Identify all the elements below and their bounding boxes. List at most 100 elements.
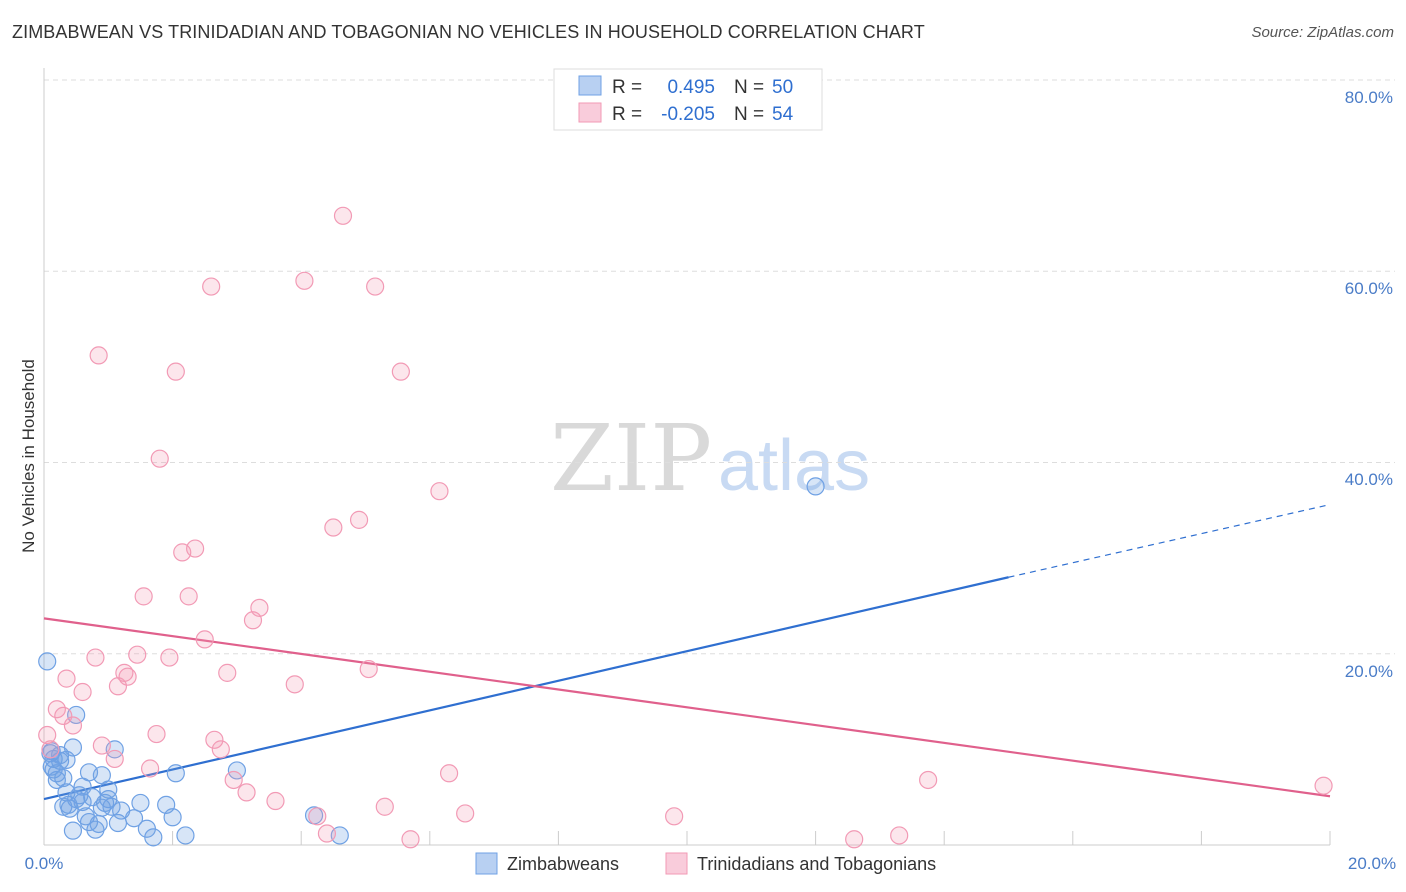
point-trinidadians — [401, 830, 420, 849]
x-axis-ticks — [43, 831, 1331, 845]
point-zimbabweans — [67, 705, 86, 725]
point-trinidadians — [202, 277, 221, 296]
point-trinidadians — [237, 783, 256, 802]
point-trinidadians — [919, 770, 938, 790]
point-trinidadians — [211, 740, 230, 759]
trend-line-trinidadians — [43, 617, 1331, 798]
trend-line-zimbabweans — [43, 576, 1009, 801]
point-trinidadians — [63, 716, 83, 735]
point-trinidadians — [105, 749, 124, 769]
point-zimbabweans — [89, 814, 108, 834]
point-zimbabweans — [47, 770, 66, 790]
point-trinidadians — [285, 675, 304, 694]
point-trinidadians — [266, 791, 285, 811]
point-trinidadians — [349, 510, 369, 529]
data-points — [38, 206, 1333, 849]
point-trinidadians — [166, 362, 185, 381]
bottom-legend: Zimbabweans Trinidadians and Tobagonians — [475, 852, 936, 875]
point-trinidadians — [128, 645, 147, 664]
point-trinidadians — [150, 449, 169, 468]
point-trinidadians — [295, 271, 314, 290]
point-trinidadians — [333, 206, 353, 225]
point-trinidadians — [324, 518, 343, 537]
point-zimbabweans — [176, 826, 195, 845]
point-trinidadians — [86, 648, 105, 667]
point-trinidadians — [218, 663, 237, 682]
point-zimbabweans — [73, 792, 92, 812]
point-trinidadians — [73, 682, 92, 702]
point-trinidadians — [195, 630, 214, 649]
x-tick-0: 0.0% — [25, 854, 64, 873]
point-zimbabweans — [144, 828, 163, 847]
point-trinidadians — [890, 826, 909, 845]
point-trinidadians — [89, 346, 108, 365]
source-label: Source: ZipAtlas.com — [1251, 24, 1394, 41]
trend-lines — [43, 503, 1331, 801]
bottom-legend-swatch-zimbabweans — [475, 852, 498, 875]
point-zimbabweans — [131, 793, 150, 813]
point-trinidadians — [160, 648, 179, 667]
point-trinidadians — [57, 669, 76, 688]
point-zimbabweans — [92, 766, 111, 785]
legend-swatch-trinidadians — [578, 102, 602, 123]
point-zimbabweans — [99, 789, 118, 809]
legend-r-label-1: R = — [612, 77, 642, 98]
trend-line-zimbabweans-extension — [1008, 503, 1331, 578]
point-trinidadians — [140, 759, 160, 778]
x-tick-20: 20.0% — [1348, 854, 1396, 873]
legend-n-value-2: 54 — [772, 104, 794, 125]
point-trinidadians — [250, 598, 269, 617]
y-axis-label: No Vehicles in Household — [19, 359, 38, 553]
point-trinidadians — [205, 730, 224, 749]
point-trinidadians — [92, 736, 111, 755]
point-trinidadians — [38, 725, 57, 745]
y-tick-20: 20.0% — [1345, 662, 1393, 681]
point-trinidadians — [1314, 776, 1333, 795]
legend-r-value-2: -0.205 — [661, 104, 715, 125]
point-trinidadians — [134, 587, 153, 606]
point-trinidadians — [439, 764, 459, 783]
point-trinidadians — [665, 807, 684, 826]
legend-swatch-zimbabweans — [578, 75, 602, 96]
legend-r-label-2: R = — [612, 104, 642, 125]
legend-box: R = 0.495 N = 50 R = -0.205 N = 54 — [553, 68, 823, 131]
legend-r-value-1: 0.495 — [667, 77, 715, 98]
point-trinidadians — [456, 804, 475, 823]
point-trinidadians — [430, 482, 449, 501]
point-trinidadians — [186, 539, 205, 558]
bottom-legend-label-zimbabweans: Zimbabweans — [507, 854, 619, 874]
y-tick-40: 40.0% — [1345, 470, 1393, 489]
point-zimbabweans — [166, 764, 185, 783]
point-zimbabweans — [63, 821, 83, 840]
point-trinidadians — [179, 587, 198, 606]
grid-lines — [44, 79, 1395, 655]
point-zimbabweans — [806, 477, 825, 496]
point-zimbabweans — [86, 820, 105, 839]
point-trinidadians — [391, 362, 410, 381]
point-zimbabweans — [57, 750, 76, 769]
point-zimbabweans — [124, 809, 144, 828]
point-trinidadians — [41, 740, 60, 759]
point-zimbabweans — [38, 652, 57, 671]
point-trinidadians — [366, 277, 385, 296]
point-trinidadians — [147, 724, 166, 744]
bottom-legend-swatch-trinidadians — [665, 852, 688, 875]
watermark-zip: ZIP — [550, 405, 712, 512]
point-trinidadians — [47, 700, 66, 719]
legend-n-label-1: N = — [734, 77, 764, 98]
legend-n-label-2: N = — [734, 104, 764, 125]
point-trinidadians — [224, 770, 243, 790]
point-zimbabweans — [163, 808, 182, 827]
point-trinidadians — [54, 706, 73, 726]
bottom-legend-label-trinidadians: Trinidadians and Tobagonians — [697, 854, 936, 874]
point-trinidadians — [375, 797, 394, 816]
y-tick-80: 80.0% — [1345, 88, 1393, 107]
point-trinidadians — [308, 807, 327, 826]
point-trinidadians — [845, 830, 864, 849]
point-zimbabweans — [54, 797, 73, 816]
legend-n-value-1: 50 — [772, 77, 793, 98]
chart-title: ZIMBABWEAN VS TRINIDADIAN AND TOBAGONIAN… — [12, 22, 925, 42]
point-trinidadians — [359, 659, 378, 679]
point-zimbabweans — [227, 761, 246, 780]
